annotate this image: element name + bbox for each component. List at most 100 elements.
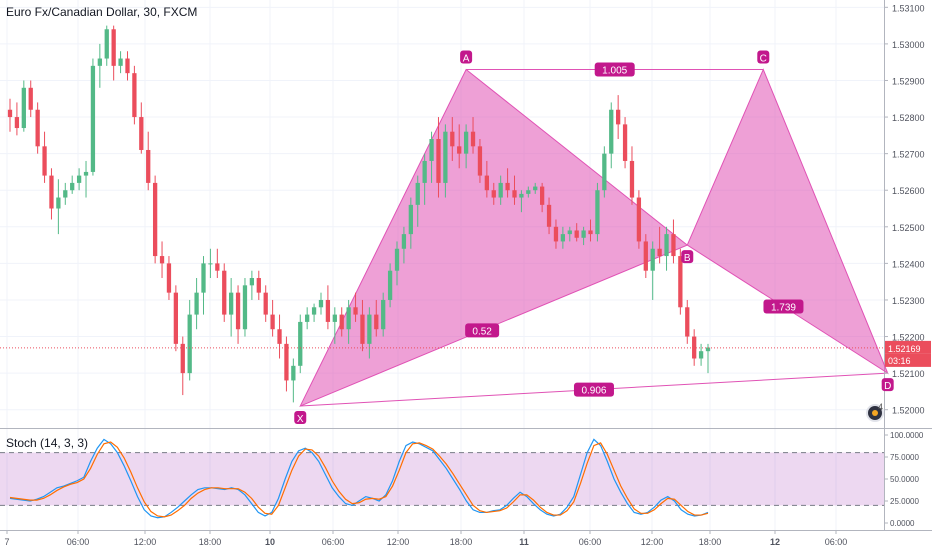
last-price-tag — [885, 340, 931, 354]
price-axis-label: 1.52600 — [892, 186, 925, 196]
candle-body — [270, 314, 275, 330]
candle-body — [70, 182, 75, 191]
candle-body — [14, 117, 20, 129]
price-axis-label: 1.52300 — [892, 296, 925, 306]
candle-body — [325, 299, 331, 322]
stoch-axis-label: 75.0000 — [890, 453, 919, 462]
pattern-ratio-label: 0.906 — [581, 386, 606, 397]
candle-body — [491, 190, 496, 198]
candle-body — [629, 160, 635, 198]
candle-body — [139, 117, 144, 150]
candle-body — [318, 299, 324, 308]
candle-body — [450, 131, 455, 147]
pattern-point-label: X — [297, 414, 304, 425]
time-axis-label: 11 — [519, 537, 529, 547]
pattern-point-label: B — [684, 253, 691, 264]
price-axis-label: 1.52200 — [892, 333, 925, 343]
candle-body — [346, 307, 351, 330]
candle-body — [166, 263, 172, 293]
candle-body — [173, 292, 179, 344]
candle-body — [657, 248, 662, 257]
time-axis-label: 06:00 — [825, 537, 848, 547]
time-axis-label: 06:00 — [579, 537, 602, 547]
candle-body — [63, 190, 68, 198]
candle-body — [104, 29, 109, 59]
price-axis-label: 1.52700 — [892, 150, 925, 160]
candle-body — [519, 193, 524, 198]
price-axis-label: 1.52800 — [892, 113, 925, 123]
candle-body — [698, 351, 704, 359]
time-axis-label: 12:00 — [387, 537, 410, 547]
candle-body — [311, 307, 317, 315]
candle-body — [28, 87, 33, 110]
candle-body — [42, 146, 47, 176]
stoch-line — [9, 441, 709, 518]
candle-body — [118, 58, 123, 66]
stoch-axis-label: 25.0000 — [890, 497, 919, 506]
candle-body — [353, 307, 358, 315]
pattern-point-label-box — [881, 378, 894, 392]
stoch-line — [9, 438, 709, 519]
candle-body — [574, 230, 579, 238]
candle-body — [457, 146, 462, 154]
candle-body — [394, 248, 400, 271]
candle-body — [705, 347, 711, 352]
candle-body — [692, 336, 697, 359]
candle-body — [381, 299, 386, 330]
candle-body — [215, 263, 220, 271]
countdown-tag — [885, 353, 931, 367]
candle-body — [685, 307, 690, 337]
candle-body — [484, 175, 489, 191]
stoch-axis-label: 100.0000 — [890, 431, 924, 440]
candle-body — [298, 321, 303, 366]
candle-body — [560, 234, 566, 242]
price-axis-label: 1.52400 — [892, 259, 925, 269]
candle-body — [622, 124, 628, 161]
alert-icon[interactable] — [866, 404, 884, 422]
candle-body — [443, 131, 448, 183]
candle-body — [512, 190, 517, 198]
candle-body — [415, 182, 420, 205]
time-axis-label: 12 — [770, 537, 780, 547]
price-axis-label: 1.52000 — [892, 406, 925, 416]
candle-body — [291, 365, 296, 381]
candle-body — [7, 109, 13, 118]
candle-body — [463, 131, 469, 154]
candle-body — [602, 153, 607, 191]
candle-body — [643, 241, 648, 271]
time-axis-label: 06:00 — [67, 537, 90, 547]
candle-body — [125, 58, 130, 74]
pattern-point-label: D — [884, 381, 891, 392]
pattern-point-label-box — [294, 411, 307, 425]
candle-body — [235, 292, 241, 330]
candle-body — [159, 256, 165, 264]
price-axis-label: 1.52100 — [892, 369, 925, 379]
candle-body — [35, 109, 40, 147]
candle-body — [581, 230, 586, 238]
chart-title: Euro Fx/Canadian Dollar, 30, FXCM — [6, 5, 198, 19]
candle-body — [477, 146, 483, 176]
candle-body — [553, 226, 559, 242]
candle-body — [284, 343, 289, 381]
candle-body — [595, 190, 600, 235]
candle-body — [305, 314, 310, 322]
candle-body — [263, 292, 268, 315]
candle-body — [505, 182, 510, 191]
candle-body — [533, 186, 538, 191]
candle-body — [678, 256, 683, 308]
candle-body — [374, 314, 379, 330]
pattern-ratio-box — [763, 299, 804, 314]
candle-body — [539, 186, 545, 205]
time-axis-label: 10 — [265, 537, 275, 547]
price-axis-label: 1.52500 — [892, 223, 925, 233]
pattern-point-label-box — [681, 250, 694, 264]
candle-body — [498, 182, 503, 198]
candle-body — [187, 314, 192, 374]
candle-body — [546, 204, 552, 227]
candle-body — [526, 190, 531, 194]
candle-body — [616, 109, 621, 125]
candle-body — [111, 29, 116, 66]
pattern-point-label-box — [757, 50, 770, 64]
candle-body — [408, 204, 413, 235]
